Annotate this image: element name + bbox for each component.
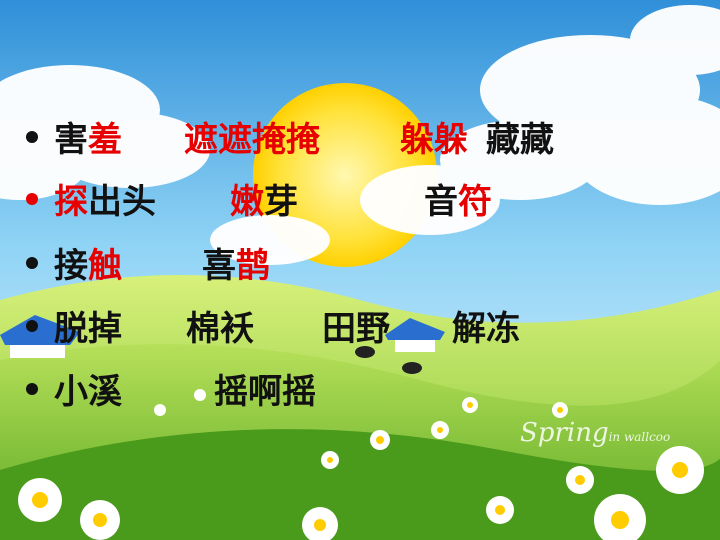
vocab-word: 摇啊摇 xyxy=(214,372,316,412)
vocab-word: 田野 xyxy=(322,309,390,349)
bullet-icon xyxy=(26,383,38,395)
watermark-sub: in wallcoo xyxy=(608,430,671,444)
watermark-main: Spring xyxy=(520,418,609,448)
vocab-word: 小溪 xyxy=(54,372,122,412)
vocab-word: 芽 xyxy=(264,182,298,222)
vocab-word: 棉袄 xyxy=(186,309,254,349)
bullet-icon xyxy=(26,320,38,332)
vocab-word: 解冻 xyxy=(452,309,520,349)
vocab-word: 嫩 xyxy=(230,182,264,222)
vocab-word: 喜 xyxy=(202,246,236,286)
bullet-icon xyxy=(26,131,38,143)
vocab-word: 脱掉 xyxy=(54,309,122,349)
vocab-word: 害 xyxy=(54,120,88,160)
vocab-word: 遮遮掩掩 xyxy=(184,120,320,160)
vocab-word: 探 xyxy=(54,182,88,222)
vocab-word: 羞 xyxy=(88,120,122,160)
vocab-word: 符 xyxy=(458,182,492,222)
vocab-word: 鹊 xyxy=(236,246,270,286)
vocab-word: 藏藏 xyxy=(486,120,554,160)
vocab-word: 音 xyxy=(424,182,458,222)
vocab-word: 触 xyxy=(88,246,122,286)
vocab-word: 出头 xyxy=(88,182,156,222)
vocab-word: 接 xyxy=(54,246,88,286)
vocab-word: 躲躲 xyxy=(400,120,468,160)
watermark: Springin wallcoo xyxy=(520,418,670,448)
bullet-icon xyxy=(26,257,38,269)
bullet-icon xyxy=(26,193,38,205)
